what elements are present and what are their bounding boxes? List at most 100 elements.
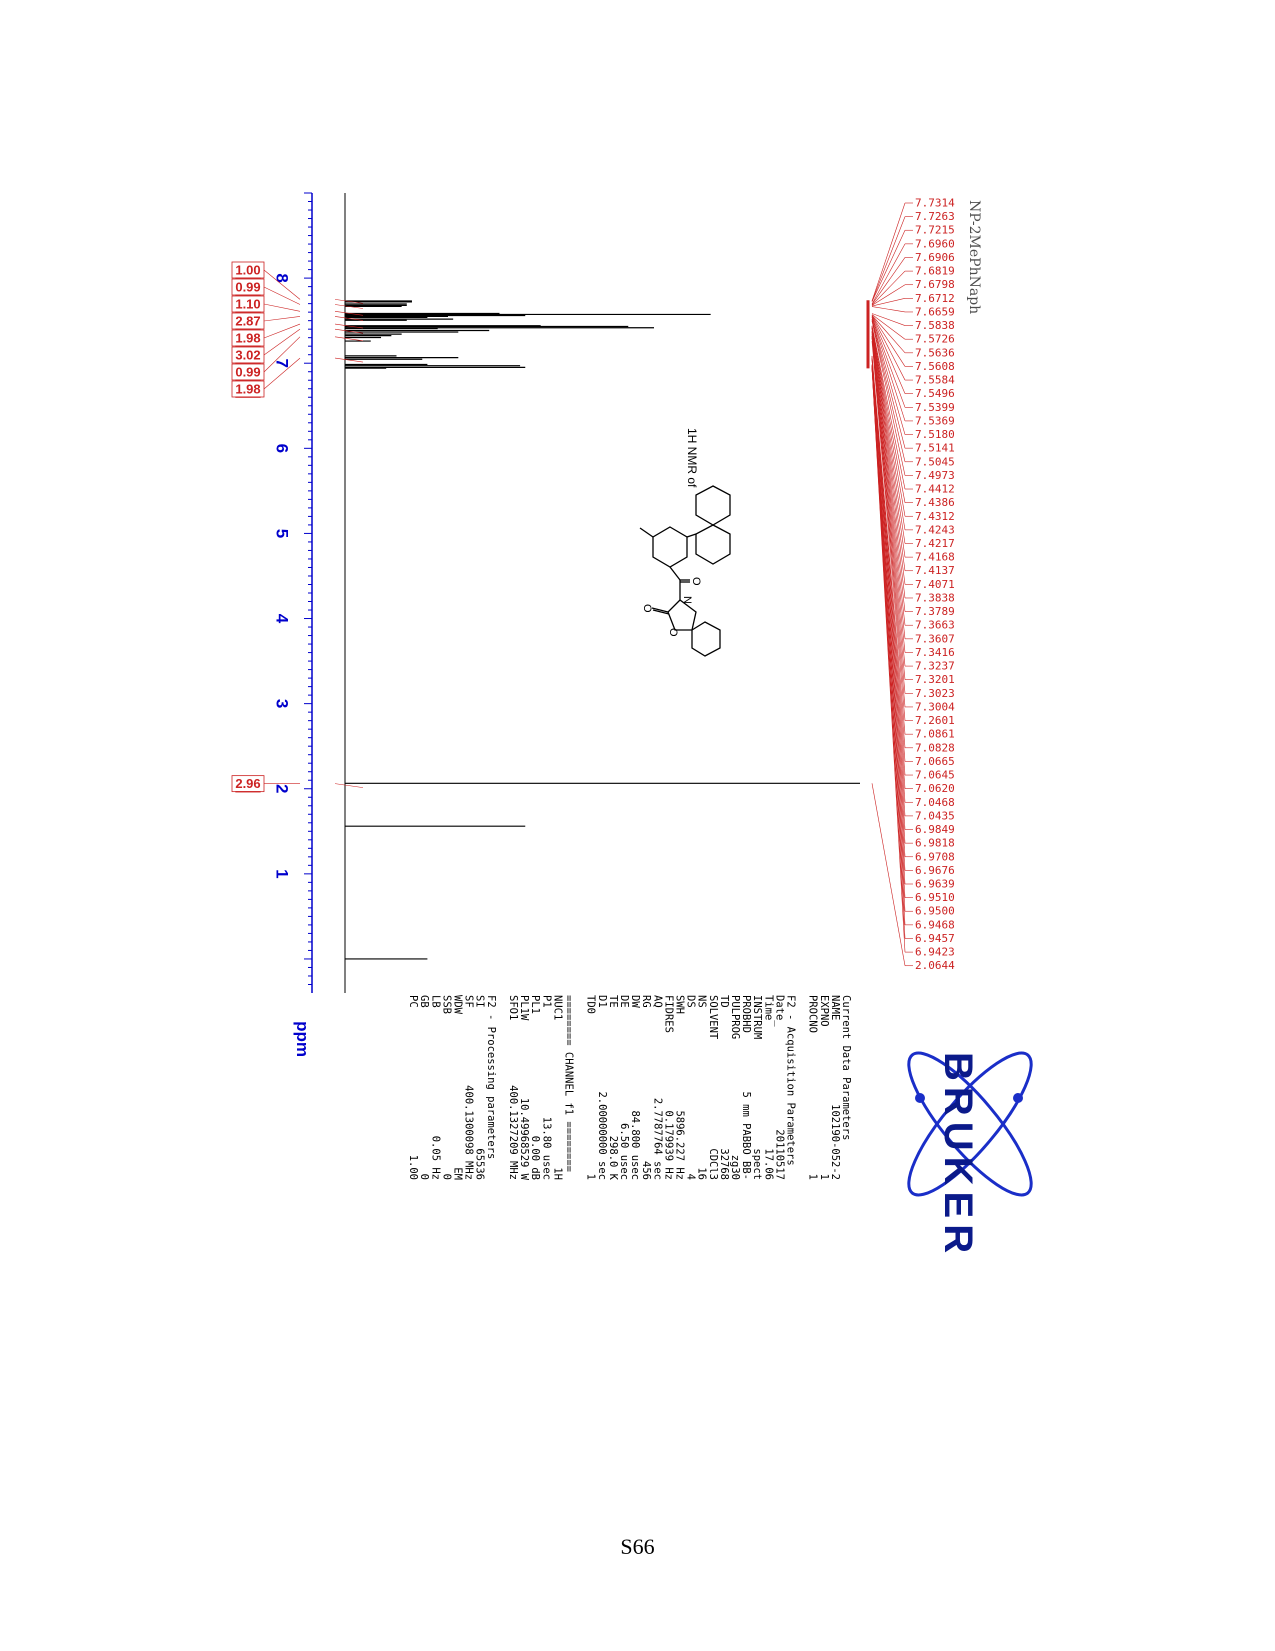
tick-label: 6 — [273, 444, 292, 453]
svg-text:3.02: 3.02 — [235, 348, 260, 363]
atom-label-carbonyl-oxygen: O — [690, 577, 702, 586]
svg-text:7.4217: 7.4217 — [915, 537, 955, 550]
integral-label: 1.00 — [231, 261, 364, 304]
svg-text:2.87: 2.87 — [235, 314, 260, 329]
param-name: PROCNO — [807, 995, 819, 1033]
param-name: GB — [418, 995, 430, 1008]
integral-label: 2.96 — [231, 775, 364, 793]
svg-text:7.3004: 7.3004 — [915, 700, 955, 713]
param-value: EM — [452, 1167, 464, 1180]
peak-label: 7.4386 — [871, 325, 955, 509]
svg-text:7.4137: 7.4137 — [915, 564, 955, 577]
peak-label: 7.4137 — [871, 327, 955, 577]
param-name: NUC1 — [551, 995, 563, 1020]
svg-text:7.6960: 7.6960 — [915, 237, 955, 250]
peak-label: 7.6819 — [871, 265, 955, 306]
svg-text:7.0468: 7.0468 — [915, 796, 955, 809]
molecule-structure-drawing — [639, 485, 731, 657]
peak-label: 7.3416 — [871, 334, 955, 659]
svg-text:7.0861: 7.0861 — [915, 728, 955, 741]
svg-text:7.5608: 7.5608 — [915, 360, 955, 373]
peak-label: 7.3004 — [871, 337, 955, 713]
param-name: SSB — [440, 995, 452, 1014]
param-value: 5896.227 Hz — [674, 1110, 686, 1180]
param-value: 0.05 Hz — [429, 1136, 441, 1180]
page-number: S66 — [620, 1534, 655, 1559]
naphthalene-ring-b — [695, 524, 731, 565]
bruker-logo: BRUKER — [907, 1051, 1033, 1259]
peak-label-list: 7.73147.72637.72157.69607.69067.68197.67… — [866, 197, 955, 972]
param-name: F2 - Acquisition Parameters — [785, 995, 797, 1166]
peak-label: 7.5369 — [871, 317, 955, 427]
param-value: 65536 — [474, 1148, 486, 1180]
peak-label: 7.0435 — [871, 359, 955, 822]
svg-text:7.5369: 7.5369 — [915, 414, 955, 427]
svg-text:1.98: 1.98 — [235, 331, 260, 346]
param-name: D1 — [596, 995, 608, 1008]
param-name: PL1 — [529, 995, 541, 1014]
param-name: NS — [696, 995, 708, 1008]
peak-label: 7.5726 — [871, 314, 955, 346]
param-name: Current Data Parameters — [840, 995, 852, 1140]
param-name: WDW — [452, 995, 464, 1015]
peak-label: 7.5180 — [871, 319, 955, 441]
param-value: zg30 — [729, 1155, 741, 1180]
svg-text:7.4973: 7.4973 — [915, 469, 955, 482]
param-value: CDCl3 — [707, 1148, 719, 1180]
peak-label: 7.5838 — [871, 313, 955, 332]
svg-text:7.6712: 7.6712 — [915, 292, 955, 305]
peak-label: 7.6712 — [871, 292, 955, 307]
tick-label: 7 — [273, 358, 292, 367]
param-value: 4 — [685, 1174, 697, 1180]
svg-text:7.5636: 7.5636 — [915, 346, 955, 359]
svg-text:6.9500: 6.9500 — [915, 905, 955, 918]
peak-label: 7.3607 — [871, 332, 955, 645]
svg-text:7.4412: 7.4412 — [915, 483, 955, 496]
svg-text:7.3023: 7.3023 — [915, 687, 955, 700]
svg-text:7.5838: 7.5838 — [915, 319, 955, 332]
peak-label: 7.6798 — [871, 278, 955, 306]
svg-text:7.5726: 7.5726 — [915, 333, 955, 346]
svg-text:6.9849: 6.9849 — [915, 823, 955, 836]
param-value: 2.00000000 sec — [596, 1091, 608, 1180]
param-name: SOLVENT — [707, 995, 719, 1040]
param-value: 16 — [696, 1167, 708, 1180]
peak-label: 7.7314 — [871, 197, 955, 302]
chart-title: 1H NMR of — [685, 428, 699, 488]
peak-label: 7.6906 — [871, 251, 955, 305]
peak-label: 7.5496 — [871, 316, 955, 400]
svg-text:7.5180: 7.5180 — [915, 428, 955, 441]
peak-label: 7.5608 — [871, 315, 955, 373]
param-value: 1H — [551, 1167, 563, 1180]
peak-label: 7.4312 — [871, 326, 955, 523]
peak-label: 7.3201 — [871, 335, 955, 686]
svg-text:7.6659: 7.6659 — [915, 305, 955, 318]
integral-labels: 1.00 0.99 1.10 2.87 1.98 3.02 0.99 1.98 2.96 — [231, 261, 364, 793]
param-name: AQ — [651, 995, 663, 1008]
atom-label-nitrogen: N — [681, 596, 693, 604]
svg-text:6.9818: 6.9818 — [915, 837, 955, 850]
param-name: SI — [474, 995, 486, 1008]
param-value: 0.179939 Hz — [662, 1110, 674, 1180]
param-name: SF — [463, 995, 475, 1008]
param-name: EXPNO — [818, 995, 830, 1027]
param-value: 102190-052-2 — [829, 1104, 841, 1180]
svg-text:1.98: 1.98 — [235, 382, 260, 397]
svg-text:7.5584: 7.5584 — [915, 374, 955, 387]
svg-text:7.7314: 7.7314 — [915, 197, 955, 210]
svg-text:7.2601: 7.2601 — [915, 714, 955, 727]
peak-label: 7.7215 — [871, 224, 955, 302]
integral-label: 0.99 — [231, 336, 364, 381]
param-value: 0.00 dB — [529, 1136, 541, 1180]
integral-label: 1.98 — [231, 323, 364, 347]
tick-label: 1 — [273, 869, 292, 878]
svg-text:7.6819: 7.6819 — [915, 265, 955, 278]
param-name: ======== CHANNEL f1 ======== — [563, 995, 575, 1172]
peak-label: 7.7263 — [871, 210, 955, 302]
param-name: PULPROG — [729, 995, 741, 1039]
svg-text:7.3607: 7.3607 — [915, 632, 955, 645]
svg-text:7.3237: 7.3237 — [915, 660, 955, 673]
param-value: 1.00 — [407, 1155, 419, 1180]
svg-text:7.3663: 7.3663 — [915, 619, 955, 632]
